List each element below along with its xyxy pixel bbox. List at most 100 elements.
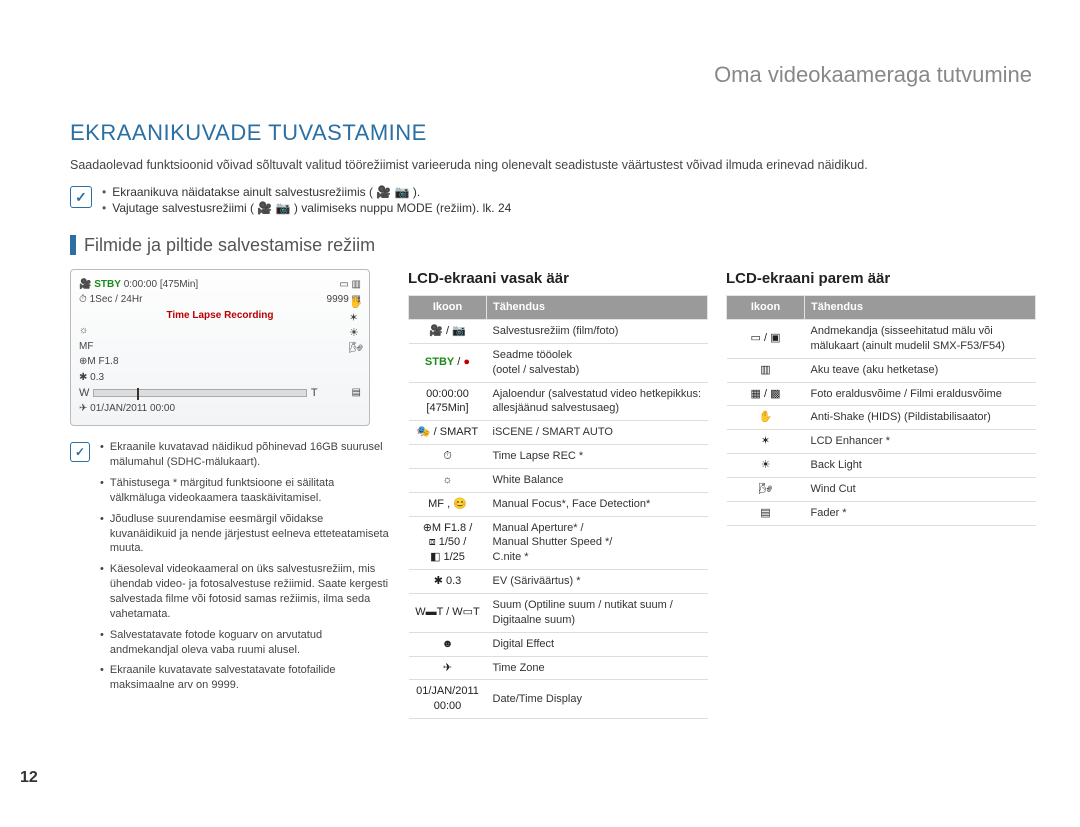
cell-icon: 🌬 [727, 477, 805, 501]
cell-meaning: Wind Cut [805, 477, 1036, 501]
cell-meaning: Fader * [805, 501, 1036, 525]
table-row: ✶LCD Enhancer * [727, 430, 1036, 454]
info-note-box: ✓ Ekraanile kuvatavad näidikud põhinevad… [70, 440, 390, 699]
right-icon-table: Ikoon Tähendus ▭ / ▣Andmekandja (sisseeh… [726, 295, 1036, 525]
cell-icon: STBY / ● [409, 343, 487, 382]
lcd-time: 0:00:00 [124, 279, 157, 290]
page-title: EKRAANIKUVADE TUVASTAMINE [70, 118, 1032, 148]
table-row: 🎭 / SMARTiSCENE / SMART AUTO [409, 421, 708, 445]
info-note-item: Käesoleval videokaameral on üks salvestu… [110, 562, 390, 621]
cell-meaning: Seadme tööolek (ootel / salvestab) [487, 343, 708, 382]
info-note-item: Jõudluse suurendamise eesmärgil võidakse… [110, 512, 390, 557]
table-row: ✈Time Zone [409, 656, 708, 680]
note-item: Ekraanikuva näidatakse ainult salvestusr… [102, 184, 511, 200]
cell-icon: ✶ [727, 430, 805, 454]
cell-meaning: Salvestusrežiim (film/foto) [487, 320, 708, 344]
cell-icon: W▬T / W▭T [409, 593, 487, 632]
subheading-text: Filmide ja piltide salvestamise režiim [84, 233, 375, 257]
info-note-item: Ekraanile kuvatavate salvestatavate foto… [110, 663, 390, 693]
cell-icon: ✈ [409, 656, 487, 680]
table-row: ☼White Balance [409, 468, 708, 492]
table-row: ⏱Time Lapse REC * [409, 445, 708, 469]
left-panel-title: LCD-ekraani vasak äär [408, 269, 708, 289]
cell-icon: ⏱ [409, 445, 487, 469]
lcd-w: W [79, 388, 89, 399]
lcd-hours: 24Hr [121, 294, 143, 305]
cell-meaning: Aku teave (aku hetketase) [805, 358, 1036, 382]
lcd-preview: 🎥 STBY 0:00:00 [475Min] ▭ ▥ ⏱ 1Sec / 24H… [70, 269, 370, 427]
cell-meaning: Date/Time Display [487, 680, 708, 719]
cell-meaning: iSCENE / SMART AUTO [487, 421, 708, 445]
info-note-item: Ekraanile kuvatavad näidikud põhinevad 1… [110, 440, 390, 470]
th-icon: Ikoon [409, 296, 487, 320]
cell-icon: 🎥 / 📷 [409, 320, 487, 344]
table-row: ▤Fader * [727, 501, 1036, 525]
info-note-item: Salvestatavate fotode koguarv on arvutat… [110, 628, 390, 658]
lcd-tl-label: Time Lapse Recording [166, 309, 273, 323]
right-panel-title: LCD-ekraani parem äär [726, 269, 1036, 289]
cell-meaning: White Balance [487, 468, 708, 492]
cell-icon: ☻ [409, 632, 487, 656]
left-icon-table: Ikoon Tähendus 🎥 / 📷Salvestusrežiim (fil… [408, 295, 708, 719]
table-row: ⊕M F1.8 / ⧈ 1/50 / ◧ 1/25Manual Aperture… [409, 516, 708, 570]
lcd-f18: F1.8 [99, 356, 119, 367]
lcd-remain: [475Min] [160, 279, 198, 290]
cell-meaning: Ajaloendur (salvestatud video hetkepikku… [487, 382, 708, 421]
lcd-count: 9999 [327, 294, 349, 305]
cell-meaning: Digital Effect [487, 632, 708, 656]
lcd-t: T [311, 388, 318, 399]
note-item: Vajutage salvestusrežiimi ( 🎥 📷 ) valimi… [102, 200, 511, 216]
page-number: 12 [20, 767, 38, 789]
table-row: 00:00:00 [475Min]Ajaloendur (salvestatud… [409, 382, 708, 421]
cell-icon: ☀ [727, 454, 805, 478]
table-row: 🎥 / 📷Salvestusrežiim (film/foto) [409, 320, 708, 344]
lcd-ev: 0.3 [90, 372, 104, 383]
cell-icon: ⊕M F1.8 / ⧈ 1/50 / ◧ 1/25 [409, 516, 487, 570]
cell-icon: 00:00:00 [475Min] [409, 382, 487, 421]
cell-meaning: Suum (Optiline suum / nutikat suum / Dig… [487, 593, 708, 632]
lcd-stby: STBY [94, 279, 121, 290]
table-row: ☻Digital Effect [409, 632, 708, 656]
cell-icon: ▥ [727, 358, 805, 382]
cell-meaning: Manual Focus*, Face Detection* [487, 492, 708, 516]
cell-meaning: Manual Aperture* / Manual Shutter Speed … [487, 516, 708, 570]
cell-meaning: Back Light [805, 454, 1036, 478]
info-note-item: Tähistusega * märgitud funktsioone ei sä… [110, 476, 390, 506]
table-row: ▥Aku teave (aku hetketase) [727, 358, 1036, 382]
table-row: W▬T / W▭TSuum (Optiline suum / nutikat s… [409, 593, 708, 632]
cell-icon: 01/JAN/2011 00:00 [409, 680, 487, 719]
th-meaning: Tähendus [805, 296, 1036, 320]
table-row: 01/JAN/2011 00:00Date/Time Display [409, 680, 708, 719]
cell-icon: ☼ [409, 468, 487, 492]
table-row: ✋Anti-Shake (HIDS) (Pildistabilisaator) [727, 406, 1036, 430]
note-box: ✓ Ekraanikuva näidatakse ainult salvestu… [70, 184, 1032, 216]
th-icon: Ikoon [727, 296, 805, 320]
cell-icon: MF , 😊 [409, 492, 487, 516]
intro-text: Saadaolevad funktsioonid võivad sõltuval… [70, 157, 1032, 174]
subheading: Filmide ja piltide salvestamise režiim [70, 233, 1032, 257]
cell-icon: ▦ / ▩ [727, 382, 805, 406]
cell-meaning: Anti-Shake (HIDS) (Pildistabilisaator) [805, 406, 1036, 430]
cell-icon: ✱ 0.3 [409, 570, 487, 594]
table-row: ▭ / ▣Andmekandja (sisseehitatud mälu või… [727, 320, 1036, 359]
info-icon: ✓ [70, 442, 90, 462]
lcd-sec: 1Sec / [90, 294, 118, 305]
table-row: MF , 😊Manual Focus*, Face Detection* [409, 492, 708, 516]
cell-icon: ▤ [727, 501, 805, 525]
cell-meaning: Time Zone [487, 656, 708, 680]
cell-meaning: EV (Säriväärtus) * [487, 570, 708, 594]
table-row: STBY / ●Seadme tööolek (ootel / salvesta… [409, 343, 708, 382]
table-row: ▦ / ▩Foto eraldusvõime / Filmi eraldusvõ… [727, 382, 1036, 406]
cell-icon: 🎭 / SMART [409, 421, 487, 445]
cell-meaning: Foto eraldusvõime / Filmi eraldusvõime [805, 382, 1036, 406]
table-row: ✱ 0.3EV (Säriväärtus) * [409, 570, 708, 594]
subheading-bar [70, 235, 76, 255]
th-meaning: Tähendus [487, 296, 708, 320]
cell-meaning: Time Lapse REC * [487, 445, 708, 469]
table-row: 🌬Wind Cut [727, 477, 1036, 501]
cell-icon: ✋ [727, 406, 805, 430]
check-icon: ✓ [70, 186, 92, 208]
table-row: ☀Back Light [727, 454, 1036, 478]
cell-icon: ▭ / ▣ [727, 320, 805, 359]
cell-meaning: Andmekandja (sisseehitatud mälu või mälu… [805, 320, 1036, 359]
